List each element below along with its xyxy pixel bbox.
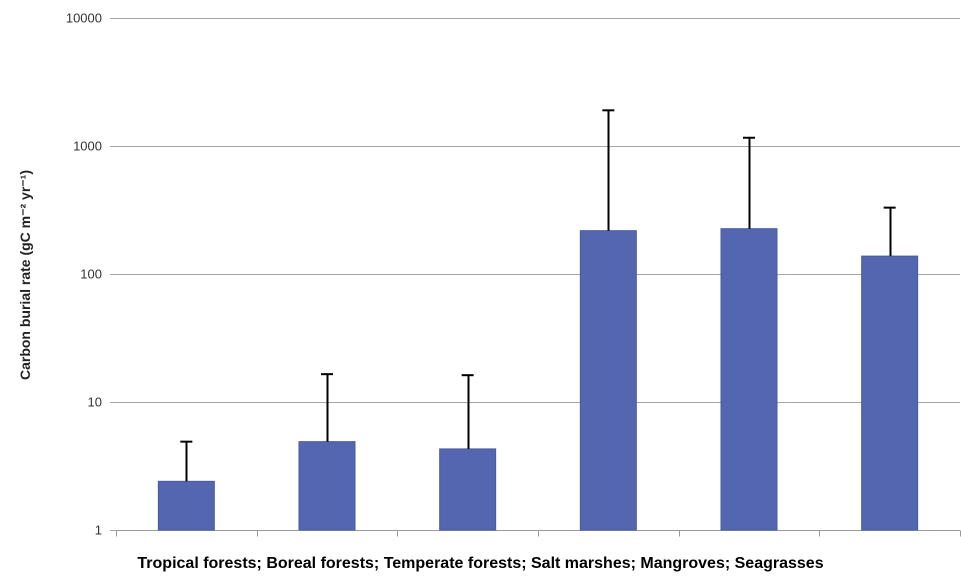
bar-tropical-forests bbox=[157, 480, 215, 531]
y-tick-label: 10 bbox=[88, 395, 102, 410]
bar-boreal-forests bbox=[298, 441, 356, 531]
y-tick-label: 100 bbox=[80, 267, 102, 282]
bar-mangroves bbox=[720, 228, 778, 531]
error-bars bbox=[180, 109, 896, 482]
bar-temperate-forests bbox=[439, 448, 497, 531]
y-tick-label: 10000 bbox=[66, 11, 102, 26]
gridlines bbox=[110, 18, 960, 531]
y-tick-labels: 1 10 100 1000 10000 bbox=[66, 11, 102, 538]
y-tick-label: 1000 bbox=[73, 139, 102, 154]
x-axis-caption: Tropical forests; Boreal forests; Temper… bbox=[137, 555, 824, 572]
y-tick-label: 1 bbox=[95, 523, 102, 538]
x-tick-marks bbox=[116, 530, 961, 537]
bar-seagrasses bbox=[861, 255, 919, 531]
bar-salt-marshes bbox=[579, 230, 637, 531]
y-axis-title: Carbon burial rate (gC m⁻² yr⁻¹) bbox=[17, 170, 33, 380]
bars bbox=[157, 228, 919, 531]
